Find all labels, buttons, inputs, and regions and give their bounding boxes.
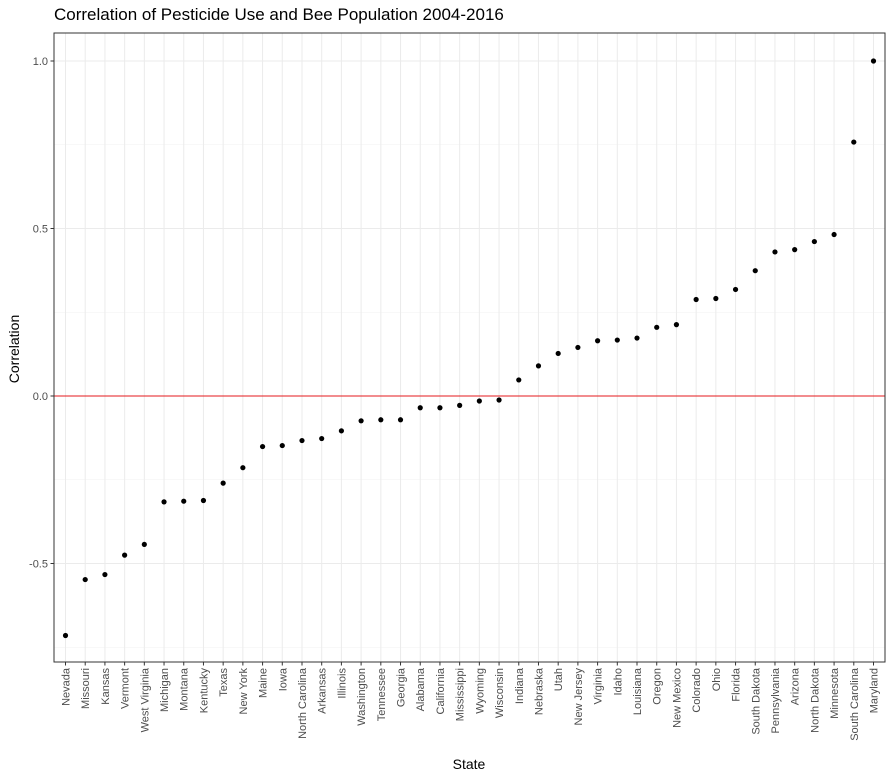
x-tick-label: Missouri — [80, 668, 92, 709]
x-tick-label: Florida — [731, 667, 743, 702]
data-point — [496, 397, 502, 403]
data-point — [594, 338, 601, 344]
x-tick-label: Illinois — [336, 668, 348, 699]
x-tick-label: North Carolina — [297, 667, 309, 739]
x-tick-label: Minnesota — [829, 667, 841, 719]
data-point — [299, 437, 305, 444]
x-tick-label: Nebraska — [533, 667, 545, 715]
data-point — [161, 499, 167, 505]
data-point — [811, 238, 817, 245]
x-tick-label: South Dakota — [750, 667, 762, 735]
x-tick-label: Kentucky — [198, 668, 210, 714]
x-tick-label: Colorado — [691, 668, 703, 713]
data-point — [319, 435, 325, 442]
x-axis: Nevada Missouri Kansas Vermont West Virginia… — [61, 662, 881, 741]
x-tick-label: New Jersey — [573, 668, 585, 726]
data-point — [62, 632, 69, 639]
x-tick-label: Utah — [553, 668, 565, 691]
x-tick-label: Michigan — [159, 668, 171, 712]
x-tick-label: Kansas — [100, 668, 112, 705]
data-point — [535, 363, 542, 369]
y-axis: -0.5 0.0 0.5 1.0 — [29, 56, 54, 571]
data-point — [693, 296, 699, 303]
data-point — [417, 405, 423, 411]
x-tick-label: Texas — [218, 668, 230, 697]
y-tick-label: 0.5 — [33, 224, 48, 236]
data-point — [851, 139, 857, 145]
data-point — [122, 552, 128, 558]
data-point — [240, 465, 246, 471]
data-point — [397, 417, 404, 423]
x-tick-label: Idaho — [612, 668, 624, 696]
data-point — [279, 442, 285, 449]
data-point — [732, 286, 739, 293]
x-tick-label: Alabama — [415, 667, 427, 711]
data-point — [378, 417, 384, 423]
data-point — [555, 350, 561, 357]
data-point — [870, 58, 877, 64]
x-tick-label: Arkansas — [317, 668, 329, 714]
chart-title: Correlation of Pesticide Use and Bee Pop… — [54, 5, 504, 24]
data-point — [259, 443, 266, 450]
data-point — [437, 405, 443, 411]
x-tick-label: Arizona — [790, 667, 802, 705]
data-point — [772, 249, 778, 255]
x-tick-label: Virginia — [593, 667, 605, 704]
data-point — [82, 576, 88, 583]
data-point — [575, 344, 581, 351]
x-tick-label: California — [435, 667, 447, 714]
data-point — [338, 428, 345, 434]
data-point — [200, 497, 207, 504]
data-point — [457, 402, 463, 408]
y-tick-label: -0.5 — [29, 559, 48, 571]
data-point — [476, 398, 482, 404]
x-tick-label: Maine — [258, 668, 270, 698]
data-point — [220, 480, 226, 486]
grid-minor-lines — [54, 144, 885, 648]
x-tick-label: Oregon — [652, 668, 664, 705]
x-tick-label: New York — [238, 668, 250, 715]
x-tick-label: New Mexico — [671, 668, 683, 728]
x-tick-label: Montana — [179, 667, 191, 711]
x-tick-label: Nevada — [61, 667, 73, 706]
data-point — [358, 418, 364, 424]
data-point — [634, 335, 640, 341]
data-point — [792, 247, 798, 253]
x-tick-label: Ohio — [711, 668, 723, 691]
x-tick-label: Indiana — [514, 667, 526, 704]
data-point — [673, 322, 680, 328]
x-tick-label: West Virginia — [139, 667, 151, 732]
x-tick-label: South Carolina — [849, 667, 861, 741]
x-tick-label: Iowa — [277, 667, 289, 691]
x-tick-label: Louisiana — [632, 667, 644, 715]
x-axis-title: State — [453, 756, 486, 772]
data-point — [614, 337, 620, 343]
data-point — [516, 377, 522, 383]
x-tick-label: Wyoming — [474, 668, 486, 714]
data-point — [654, 324, 660, 330]
x-tick-label: North Dakota — [809, 667, 821, 733]
x-tick-label: Mississippi — [455, 668, 467, 721]
x-tick-label: Maryland — [869, 668, 881, 713]
y-tick-label: 1.0 — [33, 56, 48, 68]
x-tick-label: Vermont — [120, 668, 132, 709]
data-point — [713, 295, 719, 302]
data-point — [181, 498, 187, 504]
x-tick-label: Wisconsin — [494, 668, 506, 718]
data-point — [141, 541, 147, 548]
data-point — [752, 268, 758, 274]
x-tick-label: Tennessee — [376, 668, 388, 721]
x-tick-label: Pennsylvania — [770, 667, 782, 733]
x-tick-label: Washington — [356, 668, 368, 726]
data-points — [62, 58, 877, 639]
data-point — [102, 571, 108, 578]
plot-panel-border — [53, 32, 886, 663]
x-tick-label: Georgia — [396, 667, 408, 707]
y-axis-title: Correlation — [6, 315, 22, 383]
y-tick-label: 0.0 — [33, 391, 48, 403]
grid-major-lines — [54, 33, 885, 662]
data-point — [831, 231, 837, 238]
